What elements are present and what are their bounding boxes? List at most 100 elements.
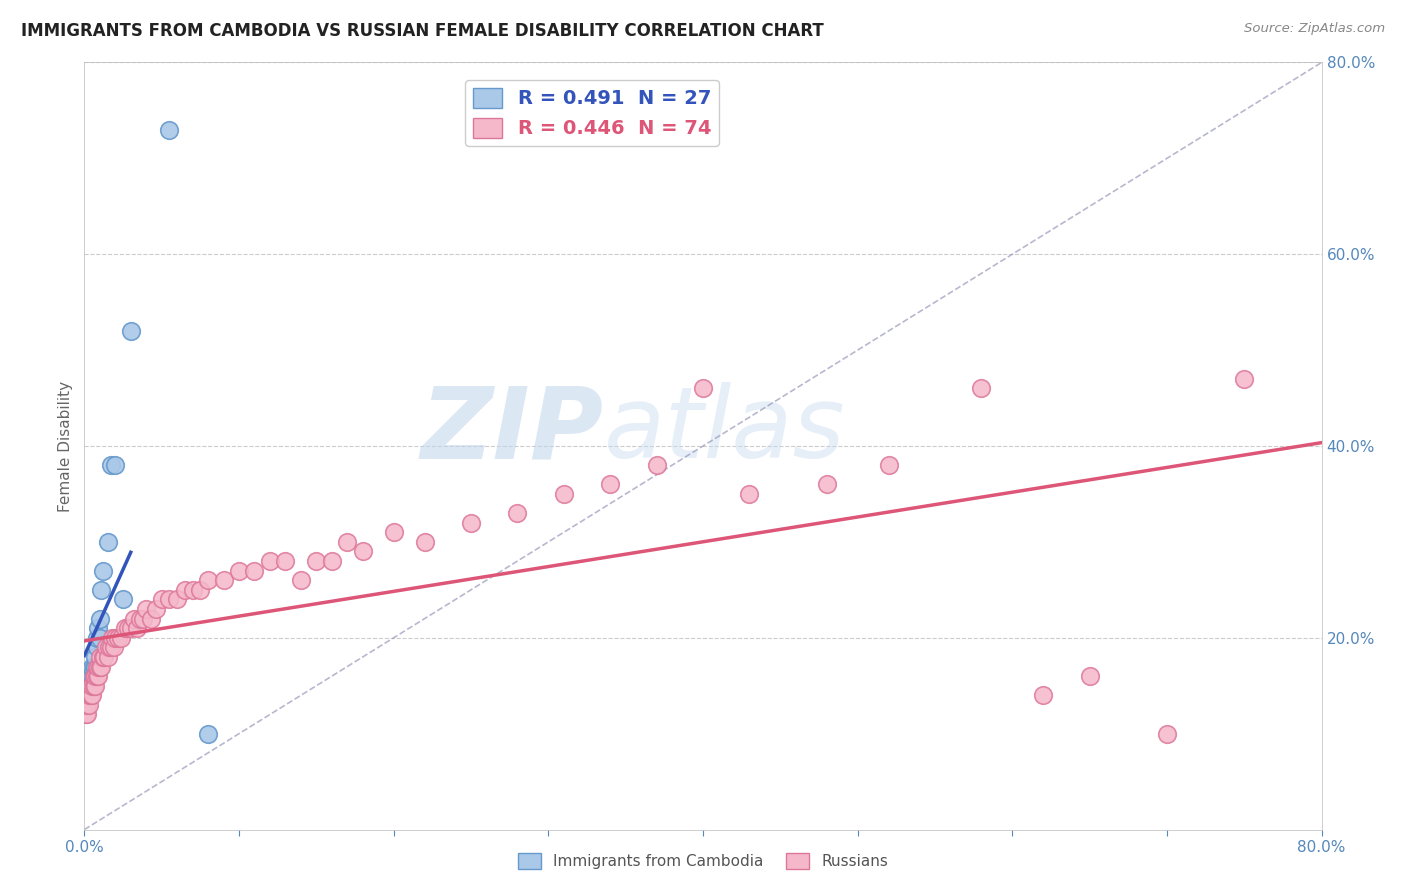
Point bbox=[93, 649, 115, 664]
Point bbox=[1078, 669, 1101, 683]
Point bbox=[87, 669, 110, 683]
Point bbox=[96, 649, 118, 664]
Point bbox=[82, 659, 104, 673]
Point bbox=[692, 382, 714, 396]
Point bbox=[120, 324, 142, 338]
Text: IMMIGRANTS FROM CAMBODIA VS RUSSIAN FEMALE DISABILITY CORRELATION CHART: IMMIGRANTS FROM CAMBODIA VS RUSSIAN FEMA… bbox=[21, 22, 824, 40]
Point bbox=[98, 640, 121, 655]
Point bbox=[103, 640, 125, 655]
Point bbox=[82, 669, 104, 683]
Legend: Immigrants from Cambodia, Russians: Immigrants from Cambodia, Russians bbox=[512, 847, 894, 875]
Point bbox=[243, 564, 266, 578]
Point bbox=[877, 458, 900, 473]
Point bbox=[77, 698, 100, 712]
Point bbox=[970, 382, 993, 396]
Point bbox=[553, 487, 575, 501]
Point bbox=[101, 631, 124, 645]
Point bbox=[599, 477, 621, 491]
Point bbox=[82, 679, 104, 693]
Point bbox=[89, 649, 111, 664]
Point bbox=[135, 602, 157, 616]
Point bbox=[83, 659, 105, 673]
Point bbox=[76, 707, 98, 722]
Point bbox=[159, 592, 180, 607]
Point bbox=[259, 554, 281, 568]
Point bbox=[290, 574, 312, 588]
Point bbox=[100, 458, 122, 473]
Text: Source: ZipAtlas.com: Source: ZipAtlas.com bbox=[1244, 22, 1385, 36]
Point bbox=[145, 602, 167, 616]
Point bbox=[174, 582, 197, 597]
Text: atlas: atlas bbox=[605, 382, 845, 479]
Point bbox=[84, 649, 107, 664]
Point bbox=[84, 679, 107, 693]
Point bbox=[86, 659, 108, 673]
Point bbox=[104, 631, 127, 645]
Point bbox=[1032, 689, 1054, 703]
Point bbox=[91, 564, 114, 578]
Point bbox=[506, 506, 529, 520]
Point bbox=[188, 582, 211, 597]
Point bbox=[738, 487, 761, 501]
Point bbox=[815, 477, 838, 491]
Point bbox=[89, 659, 111, 673]
Point bbox=[76, 689, 98, 703]
Point bbox=[84, 659, 107, 673]
Point bbox=[120, 621, 142, 635]
Point bbox=[83, 669, 105, 683]
Point bbox=[90, 582, 112, 597]
Point bbox=[150, 592, 173, 607]
Point bbox=[79, 669, 101, 683]
Point bbox=[75, 698, 97, 712]
Point bbox=[77, 679, 100, 693]
Point bbox=[77, 689, 100, 703]
Point bbox=[86, 669, 108, 683]
Point bbox=[86, 631, 108, 645]
Point bbox=[413, 535, 436, 549]
Point bbox=[139, 612, 162, 626]
Point bbox=[84, 669, 107, 683]
Point bbox=[197, 726, 219, 740]
Point bbox=[645, 458, 668, 473]
Point bbox=[132, 612, 155, 626]
Point bbox=[94, 640, 117, 655]
Point bbox=[159, 122, 180, 136]
Point bbox=[82, 679, 104, 693]
Point bbox=[76, 698, 98, 712]
Point bbox=[117, 621, 139, 635]
Point bbox=[110, 631, 132, 645]
Y-axis label: Female Disability: Female Disability bbox=[58, 380, 73, 512]
Point bbox=[122, 612, 145, 626]
Point bbox=[87, 659, 110, 673]
Point bbox=[1233, 372, 1256, 386]
Point bbox=[100, 640, 122, 655]
Point bbox=[86, 640, 108, 655]
Point bbox=[96, 535, 118, 549]
Point bbox=[77, 689, 100, 703]
Point bbox=[228, 564, 250, 578]
Point bbox=[79, 679, 101, 693]
Point bbox=[79, 679, 101, 693]
Point bbox=[79, 689, 101, 703]
Point bbox=[82, 689, 104, 703]
Point bbox=[305, 554, 328, 568]
Point bbox=[112, 592, 135, 607]
Point bbox=[1156, 726, 1178, 740]
Point bbox=[83, 669, 105, 683]
Point bbox=[336, 535, 359, 549]
Point bbox=[114, 621, 136, 635]
Point bbox=[107, 631, 129, 645]
Point bbox=[83, 679, 105, 693]
Point bbox=[104, 458, 127, 473]
Point bbox=[91, 649, 114, 664]
Point bbox=[352, 544, 374, 558]
Point bbox=[75, 707, 97, 722]
Point bbox=[382, 525, 405, 540]
Point bbox=[321, 554, 343, 568]
Point bbox=[125, 621, 148, 635]
Point bbox=[181, 582, 204, 597]
Text: ZIP: ZIP bbox=[420, 382, 605, 479]
Point bbox=[460, 516, 482, 530]
Point bbox=[90, 659, 112, 673]
Point bbox=[89, 612, 111, 626]
